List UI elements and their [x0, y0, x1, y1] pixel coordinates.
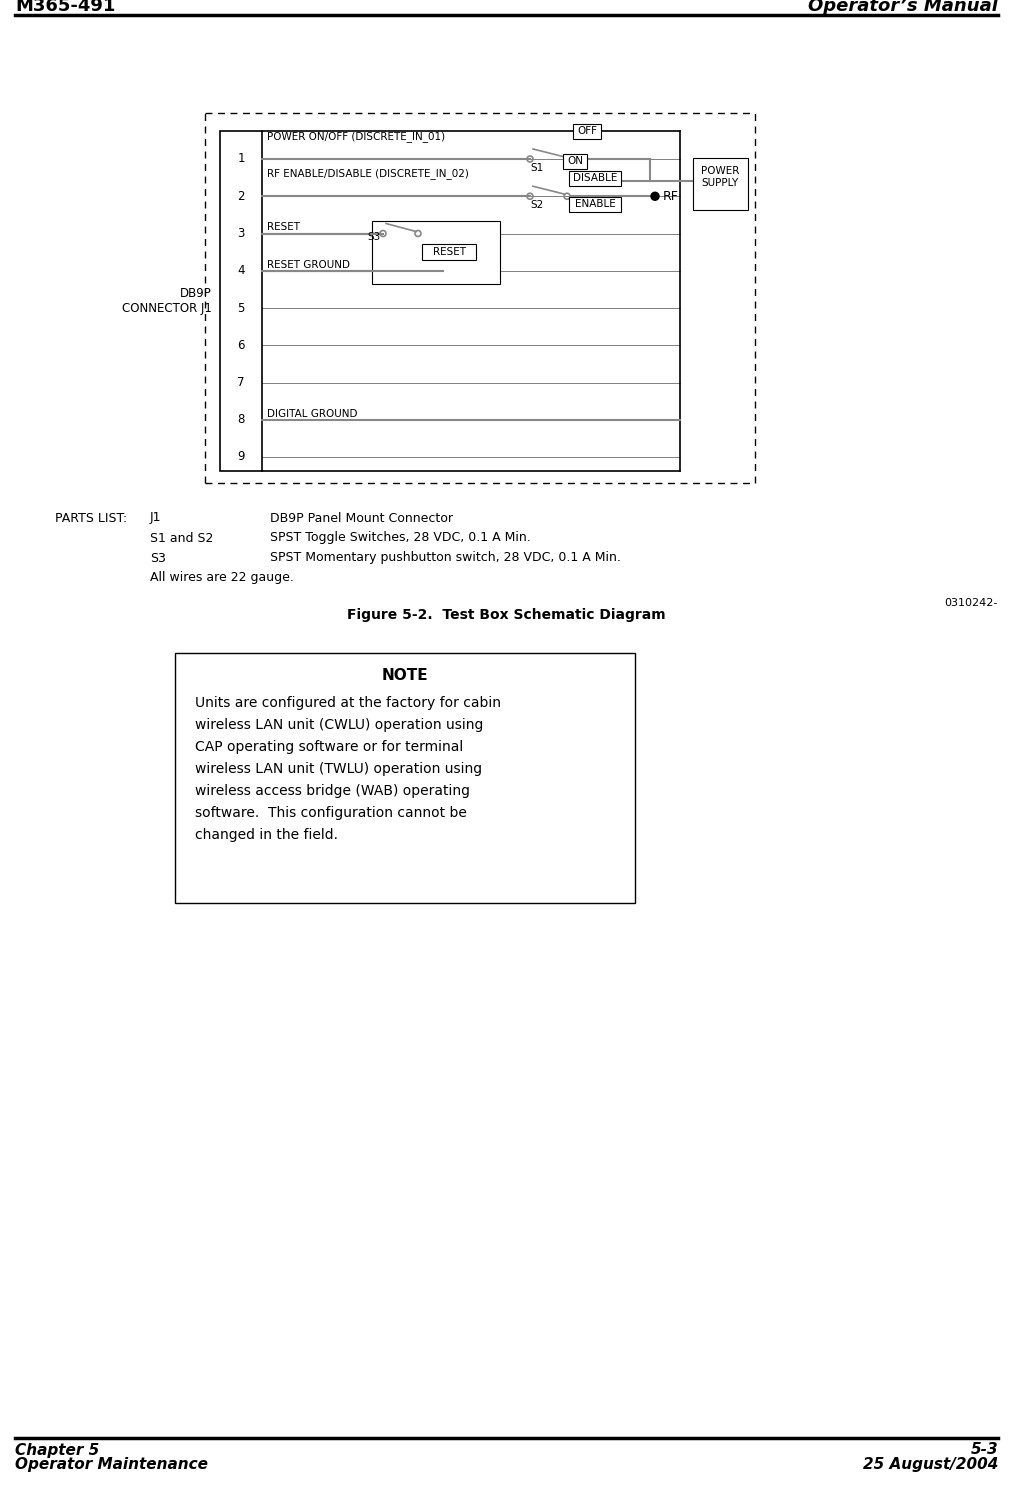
Text: OFF: OFF	[577, 125, 597, 136]
Bar	[569, 197, 621, 212]
Text: 3: 3	[237, 227, 245, 240]
Text: Operator’s Manual: Operator’s Manual	[808, 0, 998, 15]
Text: S1: S1	[530, 163, 543, 173]
Text: changed in the field.: changed in the field.	[194, 829, 338, 842]
Text: RF ENABLE/DISABLE (DISCRETE_IN_02): RF ENABLE/DISABLE (DISCRETE_IN_02)	[267, 169, 469, 179]
Text: All wires are 22 gauge.: All wires are 22 gauge.	[150, 572, 294, 584]
Text: ENABLE: ENABLE	[574, 199, 615, 209]
Text: DISABLE: DISABLE	[572, 173, 617, 184]
Text: software.  This configuration cannot be: software. This configuration cannot be	[194, 806, 467, 820]
Text: 25 August/2004: 25 August/2004	[863, 1457, 998, 1472]
Text: M365-491: M365-491	[15, 0, 115, 15]
Text: DIGITAL GROUND: DIGITAL GROUND	[267, 409, 358, 418]
Bar	[220, 131, 262, 470]
Text: wireless LAN unit (TWLU) operation using: wireless LAN unit (TWLU) operation using	[194, 761, 482, 776]
Text: 5: 5	[237, 302, 245, 315]
Text: ON: ON	[567, 155, 583, 166]
Text: DB9P Panel Mount Connector: DB9P Panel Mount Connector	[270, 512, 453, 524]
Text: Figure 5-2.  Test Box Schematic Diagram: Figure 5-2. Test Box Schematic Diagram	[346, 608, 666, 623]
Text: SPST Momentary pushbutton switch, 28 VDC, 0.1 A Min.: SPST Momentary pushbutton switch, 28 VDC…	[270, 551, 621, 564]
Text: 5-3: 5-3	[970, 1442, 998, 1457]
Text: 1: 1	[237, 152, 245, 166]
Text: wireless LAN unit (CWLU) operation using: wireless LAN unit (CWLU) operation using	[194, 718, 483, 732]
Text: J1: J1	[150, 512, 161, 524]
Bar	[372, 221, 500, 284]
Text: Units are configured at the factory for cabin: Units are configured at the factory for …	[194, 696, 501, 711]
Circle shape	[651, 193, 659, 200]
Text: 0310242-: 0310242-	[945, 599, 998, 608]
Text: PARTS LIST:: PARTS LIST:	[55, 512, 127, 524]
Text: S1 and S2: S1 and S2	[150, 532, 214, 545]
Text: Operator Maintenance: Operator Maintenance	[15, 1457, 208, 1472]
Text: S2: S2	[530, 200, 543, 211]
Text: RESET GROUND: RESET GROUND	[267, 260, 350, 270]
Text: S3: S3	[150, 551, 166, 564]
Text: RF: RF	[663, 190, 679, 203]
Text: 7: 7	[237, 376, 245, 390]
Text: 9: 9	[237, 451, 245, 463]
Text: 2: 2	[237, 190, 245, 203]
Text: 8: 8	[237, 414, 245, 426]
Text: NOTE: NOTE	[382, 667, 428, 682]
Text: POWER ON/OFF (DISCRETE_IN_01): POWER ON/OFF (DISCRETE_IN_01)	[267, 131, 445, 142]
Text: POWER
SUPPLY: POWER SUPPLY	[701, 166, 739, 188]
Text: Chapter 5: Chapter 5	[15, 1442, 99, 1457]
Bar	[563, 154, 587, 169]
Text: S3: S3	[368, 233, 381, 242]
Text: wireless access bridge (WAB) operating: wireless access bridge (WAB) operating	[194, 784, 470, 797]
Text: RESET: RESET	[267, 222, 300, 233]
Text: CAP operating software or for terminal: CAP operating software or for terminal	[194, 741, 463, 754]
Text: RESET: RESET	[433, 248, 466, 257]
Text: 4: 4	[237, 264, 245, 278]
Text: DB9P
CONNECTOR J1: DB9P CONNECTOR J1	[123, 287, 212, 315]
Text: SPST Toggle Switches, 28 VDC, 0.1 A Min.: SPST Toggle Switches, 28 VDC, 0.1 A Min.	[270, 532, 531, 545]
Bar	[573, 124, 601, 139]
Bar	[569, 172, 621, 187]
Bar	[422, 245, 476, 260]
Bar	[693, 158, 748, 211]
Bar	[175, 652, 635, 903]
Text: 6: 6	[237, 339, 245, 352]
